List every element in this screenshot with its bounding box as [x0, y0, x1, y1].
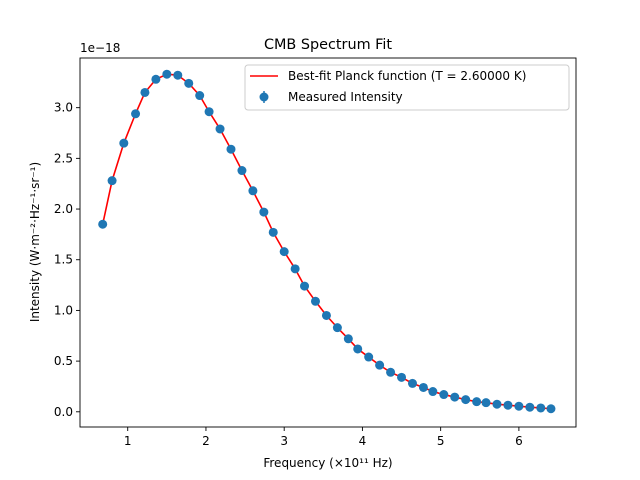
- x-tick-label: 3: [280, 434, 288, 448]
- data-point: [514, 401, 524, 411]
- data-point: [300, 281, 310, 291]
- data-point: [268, 227, 278, 237]
- data-point: [226, 144, 236, 154]
- data-point: [290, 264, 300, 274]
- data-point: [184, 78, 194, 88]
- data-point: [525, 402, 535, 412]
- data-point: [107, 176, 117, 186]
- plot-area: 1 2 3 4 5 6 0.0 0.5 1.0 1.5 2.0 2.5 3.0: [54, 57, 577, 448]
- data-point: [386, 367, 396, 377]
- data-point: [332, 323, 342, 333]
- data-point: [492, 399, 502, 409]
- data-point: [321, 310, 331, 320]
- x-tick-label: 4: [359, 434, 367, 448]
- data-point: [140, 87, 150, 97]
- data-point: [215, 124, 225, 134]
- data-point: [195, 91, 205, 101]
- x-tick-label: 2: [202, 434, 210, 448]
- data-point: [98, 219, 108, 229]
- y-tick-label: 2.5: [54, 151, 73, 165]
- data-point: [131, 109, 141, 119]
- y-tick-label: 0.0: [54, 405, 73, 419]
- data-point: [162, 69, 172, 79]
- x-tick-label: 6: [515, 434, 523, 448]
- legend-marker-swatch: [259, 92, 269, 102]
- data-point: [461, 395, 471, 405]
- legend-frame: [244, 64, 570, 111]
- data-point: [259, 207, 269, 217]
- data-point: [536, 403, 546, 413]
- data-point: [204, 107, 214, 117]
- data-point: [237, 166, 247, 176]
- y-offset-label: 1e−18: [80, 41, 120, 55]
- data-point: [407, 378, 417, 388]
- data-point: [428, 387, 438, 397]
- data-point: [364, 352, 374, 362]
- y-axis-label: Intensity (W·m⁻²·Hz⁻¹·sr⁻¹): [28, 162, 42, 322]
- y-tick-label: 0.5: [54, 354, 73, 368]
- x-axis-label: Frequency (×10¹¹ Hz): [263, 456, 392, 470]
- data-point: [503, 400, 513, 410]
- y-tick-label: 3.0: [54, 101, 73, 115]
- data-point: [397, 372, 407, 382]
- data-point: [173, 70, 183, 80]
- data-point: [353, 344, 363, 354]
- data-point: [439, 390, 449, 400]
- data-point: [151, 74, 161, 84]
- data-point: [546, 404, 556, 414]
- data-point: [119, 138, 129, 148]
- x-tick-label: 1: [124, 434, 132, 448]
- data-point: [481, 398, 491, 408]
- data-point: [310, 296, 320, 306]
- legend: Best-fit Planck function (T = 2.60000 K)…: [244, 64, 570, 111]
- legend-label-measured: Measured Intensity: [288, 90, 403, 104]
- data-point: [343, 334, 353, 344]
- y-tick-label: 1.5: [54, 253, 73, 267]
- y-tick-label: 2.0: [54, 202, 73, 216]
- data-point: [450, 392, 460, 402]
- axes-frame: [79, 57, 577, 428]
- legend-label-fit: Best-fit Planck function (T = 2.60000 K): [288, 69, 526, 83]
- data-point: [248, 186, 258, 196]
- data-point: [472, 397, 482, 407]
- x-tick-label: 5: [437, 434, 445, 448]
- chart-title: CMB Spectrum Fit: [264, 37, 392, 53]
- data-point: [375, 360, 385, 370]
- data-point: [279, 247, 289, 257]
- y-tick-label: 1.0: [54, 303, 73, 317]
- data-point: [418, 382, 428, 392]
